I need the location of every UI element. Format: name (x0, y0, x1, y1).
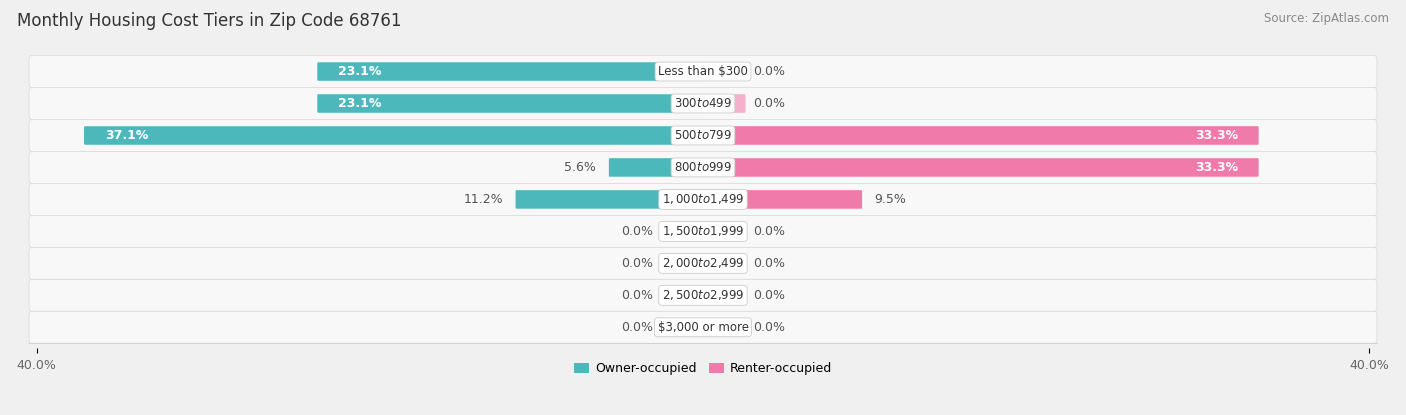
FancyBboxPatch shape (702, 158, 1258, 177)
Text: 9.5%: 9.5% (875, 193, 907, 206)
FancyBboxPatch shape (84, 126, 704, 145)
FancyBboxPatch shape (702, 286, 745, 305)
FancyBboxPatch shape (516, 190, 704, 209)
Text: 0.0%: 0.0% (754, 257, 785, 270)
FancyBboxPatch shape (702, 318, 745, 337)
Text: 5.6%: 5.6% (564, 161, 596, 174)
Text: 23.1%: 23.1% (337, 97, 381, 110)
FancyBboxPatch shape (30, 151, 1376, 183)
FancyBboxPatch shape (702, 94, 745, 113)
Text: $300 to $499: $300 to $499 (673, 97, 733, 110)
FancyBboxPatch shape (661, 222, 704, 241)
Text: 37.1%: 37.1% (105, 129, 148, 142)
FancyBboxPatch shape (318, 62, 704, 81)
Text: Source: ZipAtlas.com: Source: ZipAtlas.com (1264, 12, 1389, 25)
Text: 0.0%: 0.0% (621, 225, 652, 238)
FancyBboxPatch shape (702, 222, 745, 241)
FancyBboxPatch shape (30, 56, 1376, 88)
FancyBboxPatch shape (661, 286, 704, 305)
Text: $800 to $999: $800 to $999 (673, 161, 733, 174)
Text: 0.0%: 0.0% (754, 289, 785, 302)
FancyBboxPatch shape (30, 247, 1376, 279)
FancyBboxPatch shape (30, 215, 1376, 247)
FancyBboxPatch shape (702, 126, 1258, 145)
Text: $1,000 to $1,499: $1,000 to $1,499 (662, 193, 744, 206)
Text: $1,500 to $1,999: $1,500 to $1,999 (662, 225, 744, 238)
Text: 0.0%: 0.0% (621, 321, 652, 334)
Text: $500 to $799: $500 to $799 (673, 129, 733, 142)
FancyBboxPatch shape (30, 88, 1376, 120)
FancyBboxPatch shape (30, 311, 1376, 343)
FancyBboxPatch shape (702, 254, 745, 273)
Text: 11.2%: 11.2% (464, 193, 503, 206)
FancyBboxPatch shape (661, 254, 704, 273)
FancyBboxPatch shape (30, 120, 1376, 151)
FancyBboxPatch shape (609, 158, 704, 177)
FancyBboxPatch shape (30, 279, 1376, 311)
Text: 0.0%: 0.0% (621, 257, 652, 270)
Text: 0.0%: 0.0% (621, 289, 652, 302)
Text: 0.0%: 0.0% (754, 225, 785, 238)
Text: 0.0%: 0.0% (754, 65, 785, 78)
FancyBboxPatch shape (702, 62, 745, 81)
Text: 33.3%: 33.3% (1195, 129, 1237, 142)
Text: 33.3%: 33.3% (1195, 161, 1237, 174)
Text: Less than $300: Less than $300 (658, 65, 748, 78)
Legend: Owner-occupied, Renter-occupied: Owner-occupied, Renter-occupied (568, 357, 838, 380)
FancyBboxPatch shape (30, 183, 1376, 215)
FancyBboxPatch shape (702, 190, 862, 209)
Text: Monthly Housing Cost Tiers in Zip Code 68761: Monthly Housing Cost Tiers in Zip Code 6… (17, 12, 401, 30)
Text: 0.0%: 0.0% (754, 97, 785, 110)
Text: $2,500 to $2,999: $2,500 to $2,999 (662, 288, 744, 303)
Text: $3,000 or more: $3,000 or more (658, 321, 748, 334)
FancyBboxPatch shape (318, 94, 704, 113)
Text: 23.1%: 23.1% (337, 65, 381, 78)
Text: $2,000 to $2,499: $2,000 to $2,499 (662, 256, 744, 271)
FancyBboxPatch shape (661, 318, 704, 337)
Text: 0.0%: 0.0% (754, 321, 785, 334)
